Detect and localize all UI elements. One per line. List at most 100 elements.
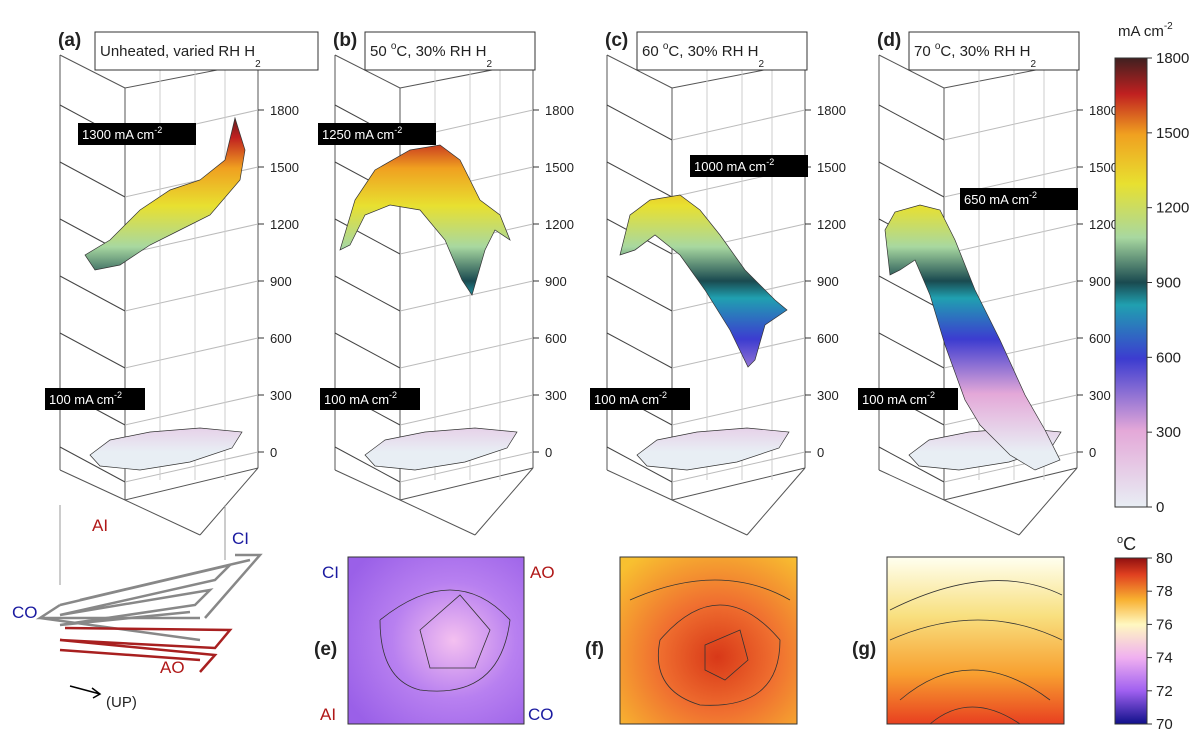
title-part: o xyxy=(663,41,669,52)
surface-high xyxy=(619,194,788,368)
label-part: -2 xyxy=(154,125,162,135)
box-line xyxy=(606,469,673,501)
colorbar-tick-label: 1200 xyxy=(1156,200,1189,217)
grid-line xyxy=(334,275,401,312)
grid-line xyxy=(334,218,401,255)
grid-line xyxy=(671,451,806,483)
floor-line xyxy=(124,499,201,536)
panel-title: 70 oC, 30% RH H2 xyxy=(914,41,1036,70)
title-part: o xyxy=(935,41,941,52)
label-part: 100 mA cm xyxy=(862,392,927,407)
label-box xyxy=(960,188,1078,210)
panel-letter: (b) xyxy=(333,30,357,51)
z-tick-label: 600 xyxy=(270,331,292,346)
label-box xyxy=(318,123,436,145)
panel-letter: (g) xyxy=(852,639,876,660)
label-part: 100 mA cm xyxy=(324,392,389,407)
colorbar-tick-label: 72 xyxy=(1156,683,1173,700)
z-tick-label: 600 xyxy=(545,331,567,346)
title-part: Unheated, varied RH H xyxy=(100,43,255,60)
grid-line xyxy=(124,223,259,255)
grid-line xyxy=(124,337,259,369)
box-line xyxy=(59,469,126,501)
z-tick-label: 300 xyxy=(817,388,839,403)
surface-low xyxy=(364,427,518,471)
floor-line xyxy=(1018,467,1078,536)
z-tick-label: 0 xyxy=(1089,445,1096,460)
value-label: 650 mA cm-2 xyxy=(964,190,1037,207)
grid-line xyxy=(399,337,534,369)
floor-line xyxy=(671,499,748,536)
value-label: 1300 mA cm-2 xyxy=(82,125,162,142)
box-line xyxy=(124,467,259,501)
z-tick-label: 1800 xyxy=(1089,103,1118,118)
label: AO xyxy=(160,658,185,677)
colorbar-current xyxy=(1114,57,1148,508)
label-part: 100 mA cm xyxy=(594,392,659,407)
label-part: -2 xyxy=(927,390,935,400)
z-tick-label: 900 xyxy=(817,274,839,289)
map-e xyxy=(347,556,525,725)
label-part: 1250 mA cm xyxy=(322,127,394,142)
z-tick-label: 300 xyxy=(545,388,567,403)
z-tick-label: 1500 xyxy=(1089,160,1118,175)
surface-high xyxy=(339,144,511,296)
panel-letter: (a) xyxy=(58,30,81,51)
surface-high xyxy=(884,204,1061,471)
panel-3d: 0 300 600 900 1200 1500 1800 (a) Unheated, varie… xyxy=(45,30,319,536)
floor-line xyxy=(474,467,534,536)
contour xyxy=(889,580,1063,725)
grid-line xyxy=(878,446,945,483)
label-box xyxy=(590,388,690,410)
label: CI xyxy=(232,529,249,548)
box-line xyxy=(334,54,401,89)
contour xyxy=(379,589,511,692)
panel-title: 50 oC, 30% RH H2 xyxy=(370,41,492,70)
label: CO xyxy=(528,705,554,724)
panel-3d: 0 300 600 900 1200 1500 1800 (c) 60 oC, 30% RH H… xyxy=(590,30,846,536)
grid-line xyxy=(878,104,945,141)
label-part: -2 xyxy=(114,390,122,400)
title-part: C, 30% RH H xyxy=(396,43,486,60)
z-tick-label: 900 xyxy=(1089,274,1111,289)
grid-line xyxy=(606,332,673,369)
box-line xyxy=(671,467,806,501)
flowfield xyxy=(35,505,263,699)
label: CO xyxy=(12,603,38,622)
colorbar-tick-label: 1800 xyxy=(1156,50,1189,67)
grid-line xyxy=(334,446,401,483)
colorbar-tick-label: 76 xyxy=(1156,616,1173,633)
label-part: 1000 mA cm xyxy=(694,159,766,174)
title-box xyxy=(636,31,808,71)
value-label: 1000 mA cm-2 xyxy=(694,157,774,174)
floor-line xyxy=(199,467,259,536)
title-part: C, 30% RH H xyxy=(668,43,758,60)
colorbar-tick-label: 0 xyxy=(1156,499,1164,516)
colorbar-tick-label: 74 xyxy=(1156,650,1173,667)
panel-letter: (f) xyxy=(585,639,604,660)
panel-letter: (d) xyxy=(877,30,901,51)
grid-line xyxy=(671,394,806,426)
title-part: 60 xyxy=(642,43,663,60)
label-part: -2 xyxy=(389,390,397,400)
grid-line xyxy=(59,275,126,312)
label-part: -2 xyxy=(1029,190,1037,200)
label: (UP) xyxy=(106,694,137,711)
grid-line xyxy=(399,451,534,483)
title-part: 50 xyxy=(370,43,391,60)
grid-line xyxy=(606,275,673,312)
grid-line xyxy=(943,223,1078,255)
z-tick-label: 1500 xyxy=(817,160,846,175)
title-part: 2 xyxy=(486,59,492,70)
value-label: 100 mA cm-2 xyxy=(49,390,122,407)
grid-line xyxy=(671,109,806,141)
grid-line xyxy=(399,394,534,426)
label-box xyxy=(320,388,420,410)
box-line xyxy=(59,54,126,89)
label-box xyxy=(858,388,958,410)
grid-line xyxy=(606,161,673,198)
z-tick-label: 0 xyxy=(817,445,824,460)
title-part: o xyxy=(391,41,397,52)
colorbar-temp xyxy=(1114,557,1148,725)
